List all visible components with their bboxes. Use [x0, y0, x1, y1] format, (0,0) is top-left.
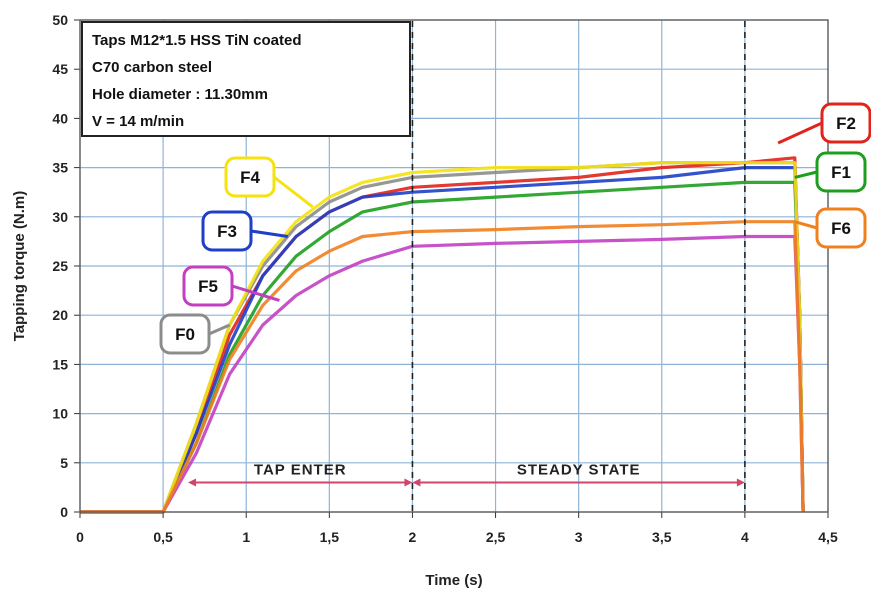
- phase-arrow-head: [404, 478, 413, 487]
- y-tick-label: 5: [60, 455, 68, 471]
- callout-box-f3: [201, 210, 253, 252]
- x-tick-label: 2,5: [486, 529, 506, 545]
- phase-arrow-head: [412, 478, 421, 487]
- callout-box-f2: [820, 102, 871, 144]
- callout-label-f0: F0: [175, 325, 195, 344]
- x-axis-title: Time (s): [425, 572, 482, 589]
- y-tick-label: 35: [52, 160, 68, 176]
- callout-box-f4: [224, 156, 276, 198]
- series-layer: [80, 156, 805, 514]
- callout-box-f5: [182, 265, 234, 307]
- phase-label: TAP ENTER: [254, 461, 347, 478]
- info-line-4: V = 14 m/min: [92, 113, 184, 130]
- callout-box-f6: [815, 207, 867, 249]
- phase-arrow-head: [188, 478, 197, 487]
- x-tick-label: 4: [741, 529, 749, 545]
- phase-layer: TAP ENTER STEADY STATE: [188, 21, 746, 512]
- callout-layer: F2 F1 F6 F4 F3 F5 F0: [159, 102, 871, 355]
- info-box: Taps M12*1.5 HSS TiN coated C70 carbon s…: [81, 21, 411, 137]
- callout-label-f6: F6: [831, 219, 851, 238]
- callout-label-f4: F4: [240, 168, 260, 187]
- y-tick-label: 30: [52, 209, 68, 225]
- y-axis-title: Tapping torque (N.m): [11, 191, 28, 342]
- y-tick-label: 20: [52, 307, 68, 323]
- callout-leader: [250, 229, 288, 238]
- x-tick-label: 1: [242, 529, 250, 545]
- x-tick-label: 0,5: [153, 529, 173, 545]
- x-tick-label: 3,5: [652, 529, 672, 545]
- tick-labels: 0 5 10 15 20 25 30 35 40 45 50 0 0,5 1 1,5 2 2,5 3 3,5 4 4,5: [52, 12, 838, 545]
- callout-leader: [777, 121, 823, 145]
- callout-leader: [794, 170, 818, 179]
- callout-box-f0: [159, 313, 211, 355]
- phase-label: STEADY STATE: [517, 461, 641, 478]
- series-line-f4: [80, 161, 805, 514]
- callout-label-f2: F2: [836, 114, 856, 133]
- axes: [74, 19, 829, 518]
- y-tick-label: 0: [60, 504, 68, 520]
- y-tick-label: 10: [52, 406, 68, 422]
- callout-leader: [231, 284, 280, 302]
- callout-leader: [273, 175, 314, 209]
- x-tick-label: 4,5: [818, 529, 838, 545]
- y-tick-label: 25: [52, 258, 68, 274]
- plot-border: [79, 19, 829, 513]
- info-line-3: Hole diameter : 11.30mm: [92, 86, 268, 103]
- phase-arrow-head: [736, 478, 745, 487]
- callout-label-f5: F5: [198, 277, 218, 296]
- x-tick-label: 1,5: [320, 529, 340, 545]
- callout-leader: [208, 323, 231, 336]
- info-line-1: Taps M12*1.5 HSS TiN coated: [92, 32, 302, 49]
- info-line-2: C70 carbon steel: [92, 59, 212, 76]
- callout-label-f1: F1: [831, 163, 851, 182]
- y-tick-label: 50: [52, 12, 68, 28]
- y-tick-label: 45: [52, 61, 68, 77]
- series-line-f6: [80, 220, 805, 514]
- callout-box-f1: [815, 151, 867, 193]
- y-tick-label: 15: [52, 356, 68, 372]
- x-tick-label: 0: [76, 529, 84, 545]
- callout-leader: [794, 220, 818, 230]
- series-line-f3: [80, 166, 805, 514]
- y-tick-label: 40: [52, 110, 68, 126]
- x-tick-label: 2: [409, 529, 417, 545]
- series-line-f2: [80, 156, 805, 514]
- x-tick-label: 3: [575, 529, 583, 545]
- series-line-f5: [80, 234, 805, 514]
- callout-label-f3: F3: [217, 222, 237, 241]
